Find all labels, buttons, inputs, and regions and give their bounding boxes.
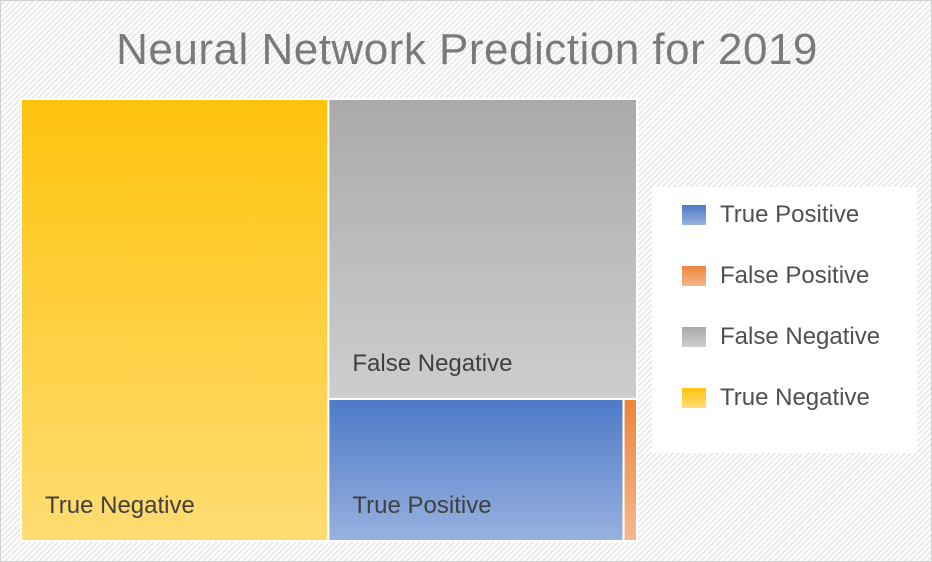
treemap-label-true-positive: True Positive <box>352 492 491 519</box>
legend-swatch-false-positive <box>682 266 706 286</box>
legend-item-true-positive: True Positive <box>682 200 859 230</box>
legend-label-true-negative: True Negative <box>720 384 870 411</box>
legend-label-false-negative: False Negative <box>720 323 881 350</box>
treemap-label-true-negative: True Negative <box>45 492 195 519</box>
legend-label-true-positive: True Positive <box>720 201 860 228</box>
legend-swatch-false-negative <box>682 327 706 347</box>
legend-label-false-positive: False Positive <box>720 262 870 289</box>
treemap-tile-true-negative <box>20 98 330 542</box>
treemap-label-false-negative: False Negative <box>352 350 512 377</box>
legend-swatch-true-positive <box>682 205 706 225</box>
legend-swatch-true-negative <box>682 388 706 408</box>
legend-item-false-positive: False Positive <box>682 261 869 291</box>
legend-item-true-negative: True Negative <box>682 383 870 413</box>
legend-item-false-negative: False Negative <box>682 322 880 352</box>
treemap-tile-false-positive <box>622 397 638 542</box>
chart-title: Neural Network Prediction for 2019 <box>116 25 818 74</box>
treemap-tile-true-positive <box>327 397 625 542</box>
treemap-tile-false-negative <box>327 98 638 400</box>
legend: True Positive False Positive False Negat… <box>652 187 917 453</box>
